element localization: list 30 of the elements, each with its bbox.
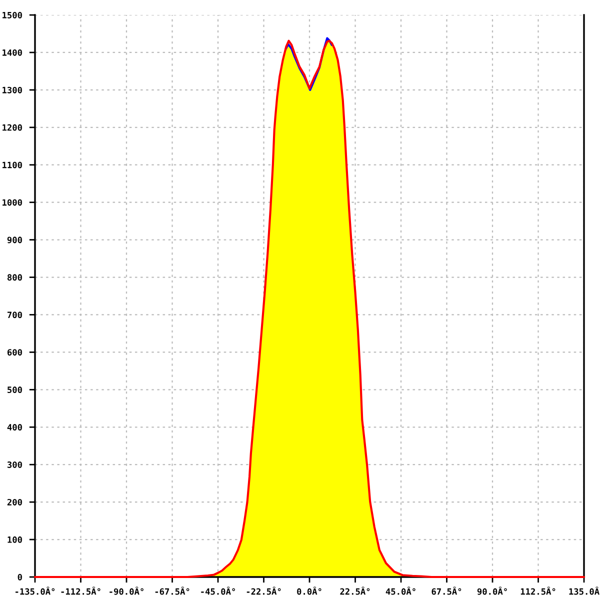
y-tick-label: 100 (8, 536, 22, 543)
y-tick-label: 1000 (2, 199, 22, 206)
x-tick-label: -135.0Â° (16, 586, 55, 595)
x-tick-label: -45.0Â° (201, 586, 235, 595)
x-tick-label: 90.0Â° (477, 586, 507, 595)
x-tick-label: 22.5Â° (340, 586, 370, 595)
x-tick-label: -90.0Â° (110, 586, 144, 595)
y-tick-label: 200 (7, 498, 22, 506)
y-tick-label: 900 (7, 236, 22, 244)
line-series (284, 37, 333, 91)
y-tick-label: 1500 (2, 12, 22, 18)
y-tick-label: 1200 (2, 124, 22, 131)
y-tick-label: 300 (7, 461, 22, 468)
y-tick-label: 800 (7, 274, 22, 281)
y-tick-label: 0 (18, 574, 22, 580)
y-tick-label: 1100 (2, 162, 22, 168)
x-tick-label: -67.5Â° (155, 586, 190, 595)
y-tick-label: 400 (7, 424, 22, 431)
x-tick-label: 135.0Â (569, 586, 600, 595)
y-tick-label: 700 (8, 312, 22, 318)
y-tick-label: 600 (8, 349, 22, 356)
y-tick-label: 500 (8, 386, 22, 394)
x-tick-label: 0.0Â° (297, 586, 322, 595)
x-tick-label: 112.5Â° (520, 586, 556, 595)
x-tick-label: -112.5Â° (61, 586, 100, 595)
x-tick-label: 67.5Â° (432, 586, 462, 595)
y-tick-label: 1300 (2, 86, 22, 94)
x-tick-label: -22.5Â° (246, 586, 281, 595)
x-tick-label: 45.0Â° (386, 586, 416, 595)
y-tick-label: 1400 (2, 49, 22, 56)
